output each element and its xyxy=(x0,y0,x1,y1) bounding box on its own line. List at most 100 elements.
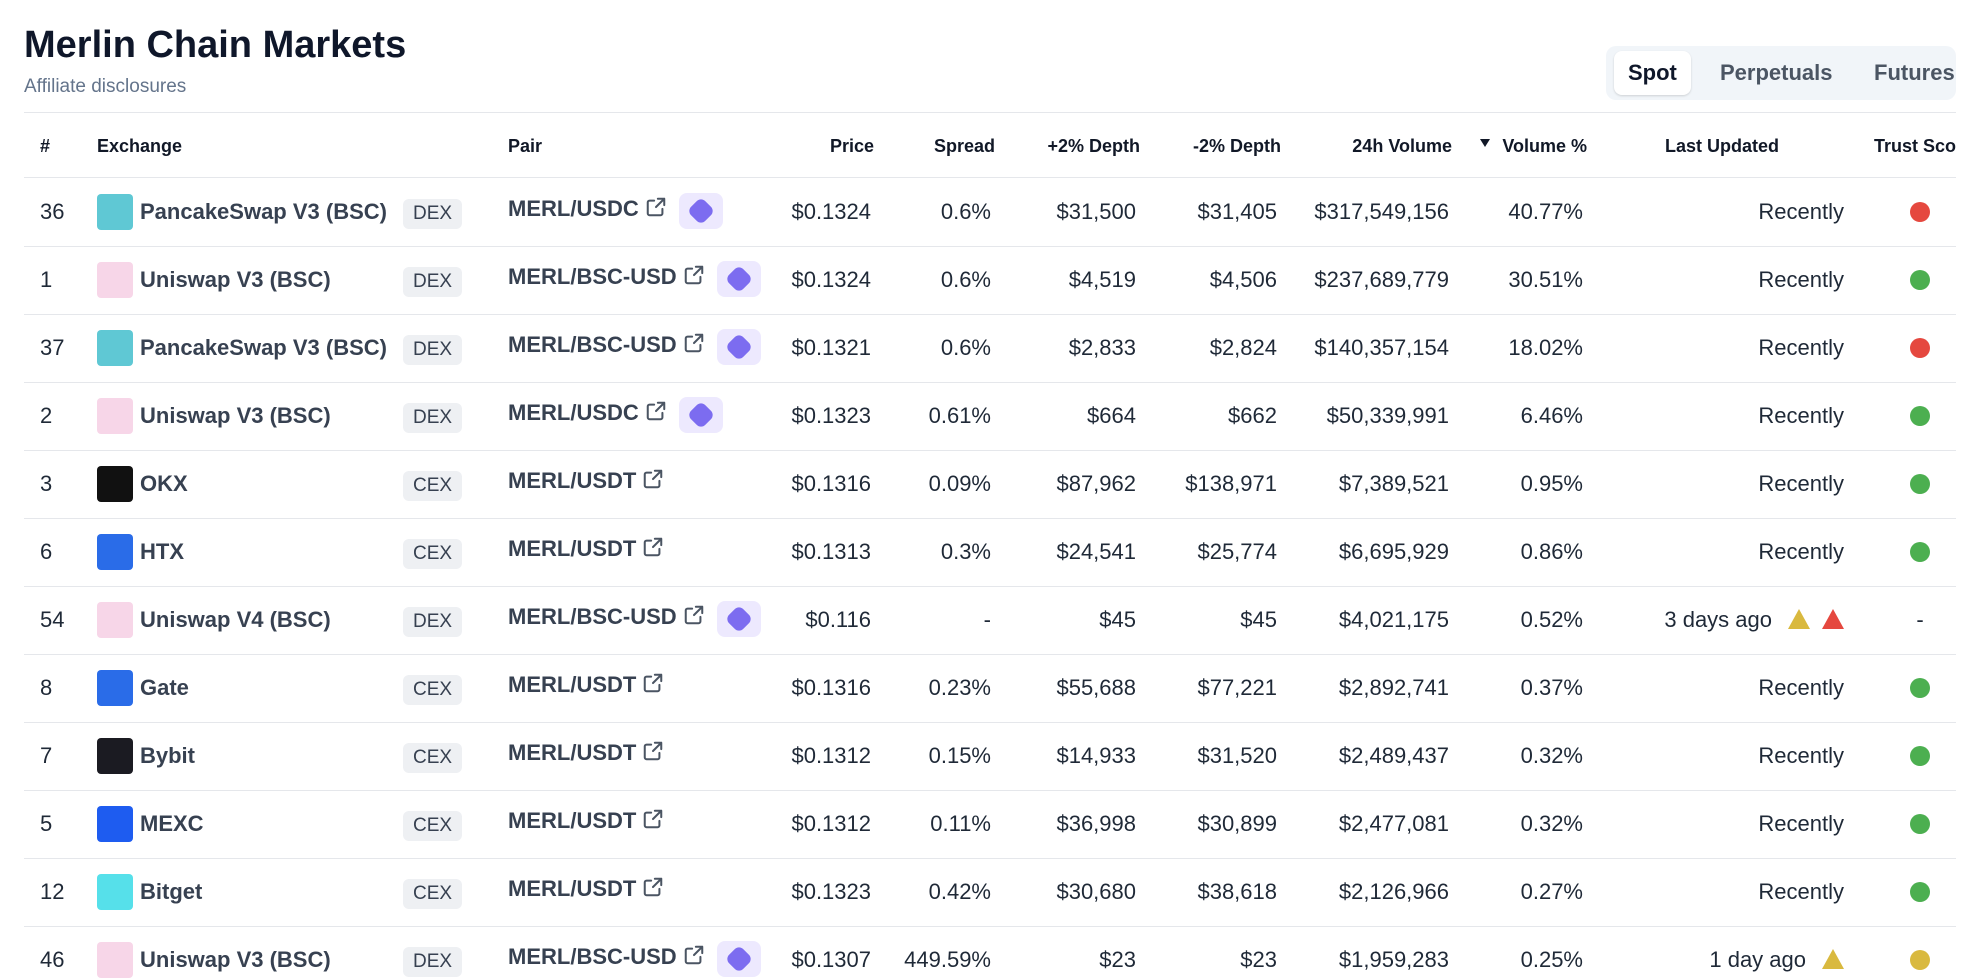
volume-pct: 40.77% xyxy=(1508,199,1583,224)
tab[interactable]: Spot xyxy=(1614,51,1691,95)
external-link-icon[interactable] xyxy=(683,604,705,631)
volume-pct: 0.86% xyxy=(1520,539,1583,564)
exchange-name[interactable]: Gate xyxy=(140,675,189,700)
external-link-icon[interactable] xyxy=(642,536,664,563)
rank: 5 xyxy=(40,811,53,836)
external-link-icon[interactable] xyxy=(642,876,664,903)
exchange-type: DEX xyxy=(403,403,463,433)
exchange-logo xyxy=(97,874,133,910)
external-link-icon[interactable] xyxy=(642,808,664,835)
last-updated: 3 days ago xyxy=(1664,607,1772,632)
column-header[interactable]: -2% Depth xyxy=(1192,136,1281,156)
column-header[interactable]: +2% Depth xyxy=(1047,136,1140,156)
column-header[interactable]: 24h Volume xyxy=(1352,136,1452,156)
exchange-name[interactable]: OKX xyxy=(140,471,188,496)
column-header[interactable]: Volume % xyxy=(1502,136,1587,156)
exchange-name[interactable]: Uniswap V3 (BSC) xyxy=(140,267,331,292)
exchange-name[interactable]: Uniswap V4 (BSC) xyxy=(140,607,331,632)
exchange-name[interactable]: Bybit xyxy=(140,743,195,768)
badge-icon xyxy=(724,332,754,362)
column-header[interactable]: Exchange xyxy=(97,136,183,156)
column-header[interactable]: Price xyxy=(829,136,874,156)
column-header[interactable]: # xyxy=(40,136,51,156)
badge-icon xyxy=(724,944,754,974)
external-link-icon[interactable] xyxy=(642,468,664,495)
depth-plus: $36,998 xyxy=(1056,811,1136,836)
row-divider xyxy=(24,382,1956,383)
dex-badge[interactable] xyxy=(717,261,761,297)
volume-pct: 6.46% xyxy=(1520,403,1583,428)
affiliate-link[interactable]: Affiliate disclosures xyxy=(24,76,187,97)
exchange-name[interactable]: PancakeSwap V3 (BSC) xyxy=(140,335,387,360)
tab[interactable]: Futures xyxy=(1874,60,1955,85)
pair[interactable]: MERL/BSC-USD xyxy=(508,944,677,969)
exchange-name[interactable]: MEXC xyxy=(140,811,204,836)
depth-plus: $2,833 xyxy=(1068,335,1136,360)
warning-icon xyxy=(1788,609,1810,629)
price: $0.1324 xyxy=(791,267,871,292)
pair[interactable]: MERL/USDC xyxy=(508,400,639,425)
pair[interactable]: MERL/BSC-USD xyxy=(508,264,677,289)
rank: 1 xyxy=(40,267,53,292)
exchange-logo xyxy=(97,534,133,570)
exchange-logo xyxy=(97,194,133,230)
external-link-icon[interactable] xyxy=(683,332,705,359)
badge-icon xyxy=(686,196,716,226)
exchange-name[interactable]: Uniswap V3 (BSC) xyxy=(140,947,331,972)
pair[interactable]: MERL/USDT xyxy=(508,672,637,697)
page-title: Merlin Chain Markets xyxy=(24,24,407,66)
pair[interactable]: MERL/USDT xyxy=(508,468,637,493)
trust-dot xyxy=(1910,474,1930,494)
depth-plus: $55,688 xyxy=(1056,675,1136,700)
dex-badge[interactable] xyxy=(717,329,761,365)
badge-icon xyxy=(724,264,754,294)
spread: 449.59% xyxy=(904,947,991,972)
market-row: 3 OKX CEX MERL/USDT $0.1316 0.09% $87,962 $138,… xyxy=(0,450,1978,518)
external-link-icon[interactable] xyxy=(683,264,705,291)
column-header[interactable]: Spread xyxy=(933,136,995,156)
exchange-type: CEX xyxy=(403,471,463,501)
pair[interactable]: MERL/USDT xyxy=(508,808,637,833)
depth-minus: $38,618 xyxy=(1197,879,1277,904)
last-updated: Recently xyxy=(1758,675,1844,700)
dex-badge[interactable] xyxy=(717,601,761,637)
market-row: 8 Gate CEX MERL/USDT $0.1316 0.23% $55,688 $77,… xyxy=(0,654,1978,722)
last-updated: Recently xyxy=(1758,471,1844,496)
depth-plus: $30,680 xyxy=(1056,879,1136,904)
pair[interactable]: MERL/BSC-USD xyxy=(508,604,677,629)
external-link-icon[interactable] xyxy=(645,400,667,427)
divider xyxy=(24,112,1956,113)
exchange-name[interactable]: PancakeSwap V3 (BSC) xyxy=(140,199,387,224)
last-updated: Recently xyxy=(1758,743,1844,768)
row-divider xyxy=(24,654,1956,655)
pair[interactable]: MERL/USDT xyxy=(508,740,637,765)
tab[interactable]: Perpetuals xyxy=(1720,60,1833,85)
trust-dot xyxy=(1910,678,1930,698)
column-header[interactable]: Trust Score xyxy=(1874,136,1956,156)
exchange-logo xyxy=(97,670,133,706)
column-header[interactable]: Last Updated xyxy=(1664,136,1780,156)
dex-badge[interactable] xyxy=(679,397,723,433)
pair[interactable]: MERL/USDT xyxy=(508,536,637,561)
divider xyxy=(24,177,1956,178)
dex-badge[interactable] xyxy=(717,941,761,977)
external-link-icon[interactable] xyxy=(645,196,667,223)
exchange-name[interactable]: Bitget xyxy=(140,879,203,904)
depth-plus: $23 xyxy=(1099,947,1136,972)
exchange-name[interactable]: Uniswap V3 (BSC) xyxy=(140,403,331,428)
last-updated: Recently xyxy=(1758,199,1844,224)
pair[interactable]: MERL/USDC xyxy=(508,196,639,221)
last-updated: Recently xyxy=(1758,879,1844,904)
external-link-icon[interactable] xyxy=(642,740,664,767)
dex-badge[interactable] xyxy=(679,193,723,229)
depth-plus: $45 xyxy=(1099,607,1136,632)
row-divider xyxy=(24,450,1956,451)
exchange-logo xyxy=(97,398,133,434)
pair[interactable]: MERL/USDT xyxy=(508,876,637,901)
exchange-name[interactable]: HTX xyxy=(140,539,184,564)
external-link-icon[interactable] xyxy=(683,944,705,971)
column-header[interactable]: Pair xyxy=(508,136,543,156)
pair[interactable]: MERL/BSC-USD xyxy=(508,332,677,357)
spread: 0.61% xyxy=(928,403,991,428)
external-link-icon[interactable] xyxy=(642,672,664,699)
